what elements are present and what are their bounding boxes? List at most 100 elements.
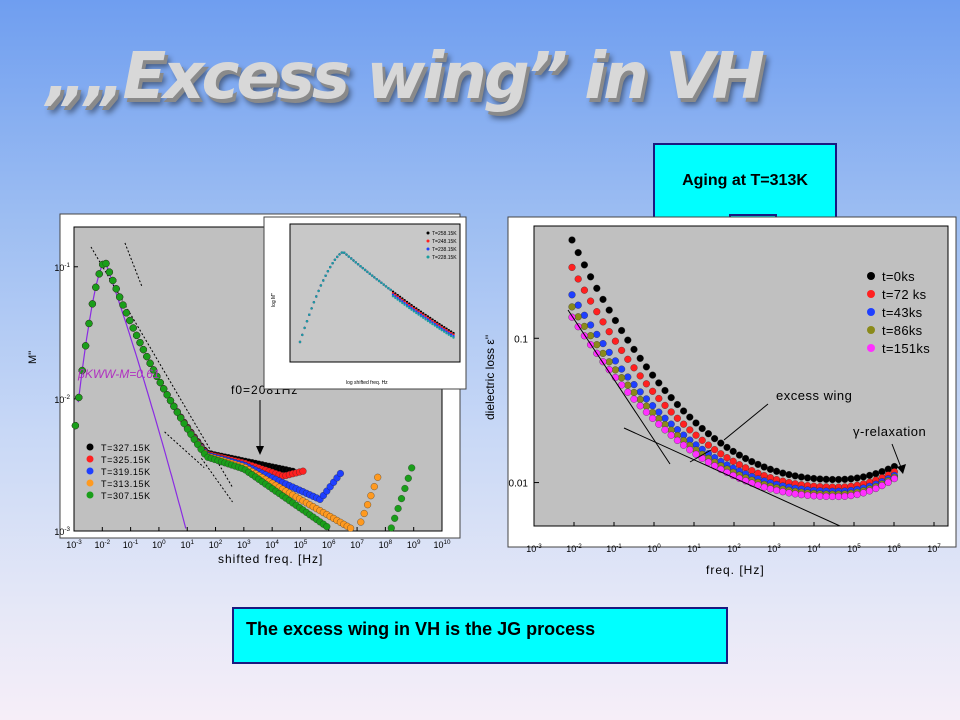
data-point <box>78 366 86 375</box>
data-point <box>116 293 124 301</box>
tick-label: 105 <box>294 539 308 550</box>
data-point <box>717 450 725 458</box>
data-point <box>139 346 147 354</box>
data-point <box>748 458 756 466</box>
left-legend: T=327.15K T=325.15K T=319.15K T=313.15K T=30… <box>86 443 151 501</box>
data-point <box>673 436 681 444</box>
data-point <box>568 236 576 244</box>
data-point <box>605 358 613 366</box>
legend-label: t=151ks <box>882 341 930 356</box>
data-point <box>804 491 812 499</box>
data-point <box>360 509 368 518</box>
data-point <box>810 474 818 483</box>
tick-label: 100 <box>647 543 661 554</box>
data-point <box>618 326 626 335</box>
tick-label: 104 <box>807 543 821 554</box>
data-point <box>872 484 880 493</box>
data-point <box>166 397 175 405</box>
data-point <box>82 342 90 350</box>
data-point <box>698 424 706 433</box>
data-point <box>187 430 195 438</box>
tick-label: 101 <box>180 539 194 550</box>
data-point <box>673 400 681 409</box>
data-point <box>835 492 843 501</box>
data-point <box>105 268 113 276</box>
data-point <box>853 474 861 482</box>
data-point <box>717 439 725 447</box>
data-point <box>878 468 886 476</box>
data-point <box>878 482 886 490</box>
data-point <box>692 450 700 458</box>
data-point <box>754 460 762 468</box>
data-point <box>636 402 644 410</box>
right-legend: t=0ks t=72 ks t=43ks t=86ks t=151ks <box>867 269 930 356</box>
data-point <box>698 436 706 444</box>
data-point <box>680 407 688 415</box>
tick-label: 10-2 <box>94 539 110 550</box>
data-point <box>163 391 171 399</box>
data-point <box>642 380 650 388</box>
data-point <box>642 363 650 371</box>
data-point <box>649 387 657 395</box>
data-point <box>357 518 365 526</box>
data-point <box>574 313 582 321</box>
data-point <box>605 306 613 314</box>
data-point <box>704 458 712 466</box>
legend-label: t=86ks <box>882 323 923 338</box>
left-x-tick-labels: 10-3 10-2 10-1 100 101 102 103 104 105 106 107 108 1… <box>66 527 451 550</box>
aging-callout: Aging at T=313K <box>653 143 837 219</box>
data-point <box>636 395 644 404</box>
data-point <box>364 501 372 509</box>
data-point <box>667 431 675 439</box>
data-point <box>847 475 855 483</box>
left-chart: 10-3 10-2 10-1 100 101 102 103 104 105 106 107 108 1… <box>28 213 467 566</box>
tick-label: 104 <box>265 539 279 550</box>
data-point <box>866 487 874 495</box>
data-point <box>791 490 799 498</box>
legend-label: t=72 ks <box>882 287 927 302</box>
tick-label: 105 <box>847 543 861 554</box>
right-data-points <box>568 236 898 501</box>
data-point <box>828 492 836 501</box>
data-point <box>692 431 700 439</box>
data-point <box>149 366 158 374</box>
inset-chart: T=258.15K T=248.15K T=238.15K T=228.15K log… <box>263 216 467 390</box>
tick-label: 10-1 <box>606 543 622 554</box>
data-point <box>667 420 675 428</box>
data-point <box>835 475 843 484</box>
data-point <box>735 451 743 459</box>
data-point <box>822 475 830 483</box>
data-point <box>387 524 395 532</box>
data-point <box>649 414 657 422</box>
data-point <box>642 402 650 410</box>
data-point <box>618 346 626 354</box>
legend-marker <box>867 326 875 334</box>
right-chart: 10-3 10-2 10-1 100 101 102 103 104 105 106 107 0.1… <box>483 216 957 577</box>
data-point <box>711 446 719 454</box>
right-x-tick-labels: 10-3 10-2 10-1 100 101 102 103 104 105 106 107 <box>526 522 941 554</box>
data-point <box>126 316 134 325</box>
data-point <box>785 489 793 497</box>
data-point <box>599 295 607 303</box>
data-point <box>841 475 849 483</box>
data-point <box>661 386 669 395</box>
data-point <box>680 441 688 449</box>
tick-label: 102 <box>727 543 741 554</box>
data-point <box>642 408 650 416</box>
data-point <box>593 330 601 338</box>
inset-legend-label: T=228.15K <box>432 255 457 261</box>
data-point <box>624 336 632 344</box>
data-point <box>624 355 632 363</box>
tick-label: 100 <box>152 539 166 550</box>
data-point <box>374 473 382 481</box>
data-point <box>735 461 743 469</box>
data-point <box>847 492 855 500</box>
data-point <box>649 402 657 410</box>
data-point <box>177 414 185 422</box>
legend-marker <box>86 443 94 451</box>
legend-label: T=325.15K <box>101 455 151 465</box>
data-point <box>624 381 632 389</box>
data-point <box>866 471 874 479</box>
legend-marker <box>867 344 875 352</box>
legend-label: t=0ks <box>882 269 915 284</box>
